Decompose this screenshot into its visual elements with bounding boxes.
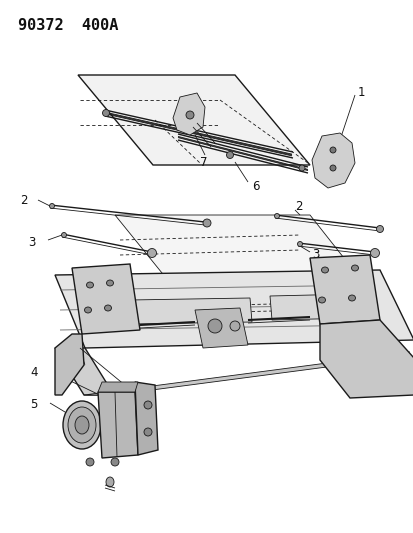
Polygon shape — [135, 382, 158, 455]
Ellipse shape — [86, 282, 93, 288]
Polygon shape — [115, 215, 384, 310]
Ellipse shape — [274, 214, 279, 219]
Text: 2: 2 — [20, 193, 27, 206]
Ellipse shape — [185, 111, 194, 119]
Ellipse shape — [202, 219, 211, 227]
Ellipse shape — [84, 307, 91, 313]
Ellipse shape — [68, 407, 96, 443]
Polygon shape — [55, 270, 413, 348]
Polygon shape — [309, 255, 379, 324]
Polygon shape — [84, 360, 379, 395]
Polygon shape — [269, 294, 356, 320]
Ellipse shape — [297, 241, 302, 246]
Ellipse shape — [348, 295, 355, 301]
Text: 2: 2 — [294, 199, 302, 213]
Text: 1: 1 — [357, 86, 365, 100]
Ellipse shape — [321, 267, 328, 273]
Text: 6: 6 — [252, 180, 259, 192]
Ellipse shape — [375, 225, 382, 232]
Polygon shape — [55, 334, 84, 395]
Ellipse shape — [329, 165, 335, 171]
Polygon shape — [195, 308, 247, 348]
Ellipse shape — [106, 477, 114, 487]
Polygon shape — [319, 320, 413, 398]
Ellipse shape — [207, 319, 221, 333]
Ellipse shape — [144, 401, 152, 409]
Ellipse shape — [50, 204, 55, 208]
Ellipse shape — [106, 280, 113, 286]
Ellipse shape — [226, 151, 233, 158]
Ellipse shape — [102, 109, 109, 117]
Ellipse shape — [111, 458, 119, 466]
Ellipse shape — [351, 265, 358, 271]
Polygon shape — [311, 133, 354, 188]
Ellipse shape — [329, 147, 335, 153]
Ellipse shape — [62, 232, 66, 238]
Text: 4: 4 — [30, 366, 38, 378]
Ellipse shape — [230, 321, 240, 331]
Polygon shape — [78, 75, 309, 165]
Ellipse shape — [370, 248, 379, 257]
Polygon shape — [98, 382, 138, 392]
Ellipse shape — [104, 305, 111, 311]
Polygon shape — [55, 348, 114, 395]
Text: 5: 5 — [30, 399, 37, 411]
Ellipse shape — [147, 248, 156, 257]
Polygon shape — [173, 93, 204, 135]
Ellipse shape — [86, 458, 94, 466]
Ellipse shape — [144, 428, 152, 436]
Ellipse shape — [63, 401, 101, 449]
Ellipse shape — [298, 165, 304, 171]
Polygon shape — [72, 264, 140, 334]
Ellipse shape — [318, 297, 325, 303]
Text: 3: 3 — [28, 236, 35, 248]
Ellipse shape — [75, 416, 89, 434]
Polygon shape — [130, 298, 252, 324]
Text: 90372  400A: 90372 400A — [18, 18, 118, 33]
Text: 3: 3 — [311, 248, 318, 262]
Polygon shape — [98, 392, 138, 458]
Text: 7: 7 — [199, 156, 207, 168]
